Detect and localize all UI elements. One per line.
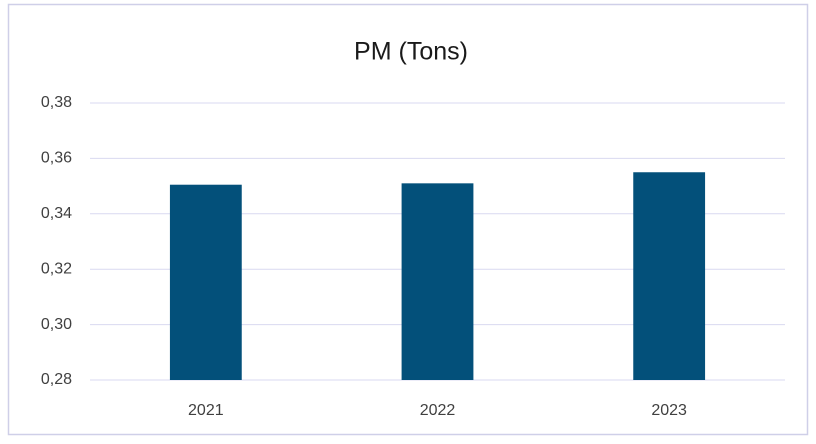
bar [169, 184, 242, 380]
y-tick-label: 0,30 [41, 316, 72, 333]
x-tick-label: 2023 [651, 402, 687, 419]
x-tick-label: 2022 [420, 402, 456, 419]
y-tick-label: 0,34 [41, 205, 72, 222]
y-tick-label: 0,36 [41, 150, 72, 167]
y-tick-label: 0,38 [41, 94, 72, 111]
y-tick-label: 0,32 [41, 260, 72, 277]
bar [401, 183, 474, 380]
x-tick-label: 2021 [188, 402, 224, 419]
y-tick-label: 0,28 [41, 371, 72, 388]
chart-title: PM (Tons) [354, 38, 468, 66]
bar [633, 172, 706, 380]
